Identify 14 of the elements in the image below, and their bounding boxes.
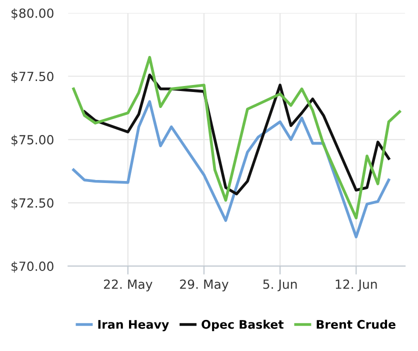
y-tick-label: $77.50 — [12, 72, 54, 83]
x-tick-label: 12. Jun — [336, 279, 377, 292]
y-tick-label: $75.00 — [12, 134, 54, 146]
y-tick-label: $70.00 — [12, 261, 54, 273]
y-tick-label: $72.50 — [12, 198, 54, 210]
x-tick-label: 29. May — [180, 279, 228, 292]
legend-label: Brent Crude — [316, 320, 396, 329]
legend-label: Iran Heavy — [98, 320, 169, 332]
y-tick-label: $80.00 — [12, 8, 54, 20]
x-tick-label: 22. May — [104, 279, 152, 292]
line-series — [72, 56, 401, 220]
line-series — [72, 100, 390, 238]
legend-label: Opec Basket — [202, 320, 284, 332]
x-tick-label: 5. Jun — [263, 280, 297, 292]
